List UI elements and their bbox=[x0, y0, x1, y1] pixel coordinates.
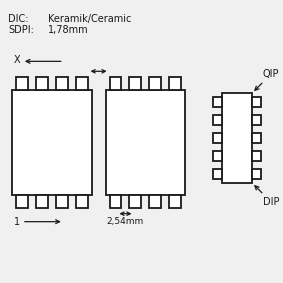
Bar bbox=[213, 133, 222, 143]
Bar bbox=[36, 77, 48, 90]
Text: DIP: DIP bbox=[263, 197, 279, 207]
Bar bbox=[252, 133, 261, 143]
Bar bbox=[12, 90, 92, 195]
Bar bbox=[56, 195, 68, 208]
Bar bbox=[222, 93, 252, 183]
Text: Keramik/Ceramic: Keramik/Ceramic bbox=[48, 14, 131, 23]
Bar bbox=[213, 97, 222, 107]
Bar bbox=[169, 195, 181, 208]
Bar bbox=[149, 195, 161, 208]
Bar bbox=[213, 169, 222, 179]
Text: 1,78mm: 1,78mm bbox=[48, 25, 88, 35]
Bar bbox=[149, 77, 161, 90]
Text: DIC:: DIC: bbox=[8, 14, 29, 23]
Text: 1: 1 bbox=[14, 217, 20, 227]
Text: QIP: QIP bbox=[263, 69, 279, 79]
Bar bbox=[16, 195, 28, 208]
Bar bbox=[169, 77, 181, 90]
Bar bbox=[252, 151, 261, 161]
Bar bbox=[129, 195, 142, 208]
Bar bbox=[76, 195, 88, 208]
Bar bbox=[252, 97, 261, 107]
Bar bbox=[129, 77, 142, 90]
Text: X: X bbox=[14, 55, 21, 65]
Text: SDPI:: SDPI: bbox=[8, 25, 34, 35]
Bar bbox=[252, 169, 261, 179]
Bar bbox=[76, 77, 88, 90]
Bar bbox=[213, 115, 222, 125]
Bar bbox=[252, 115, 261, 125]
Bar bbox=[56, 77, 68, 90]
Bar bbox=[36, 195, 48, 208]
Text: 2,54mm: 2,54mm bbox=[107, 217, 144, 226]
Bar bbox=[213, 151, 222, 161]
Bar bbox=[110, 77, 121, 90]
Bar bbox=[110, 195, 121, 208]
Bar bbox=[16, 77, 28, 90]
Bar bbox=[106, 90, 185, 195]
